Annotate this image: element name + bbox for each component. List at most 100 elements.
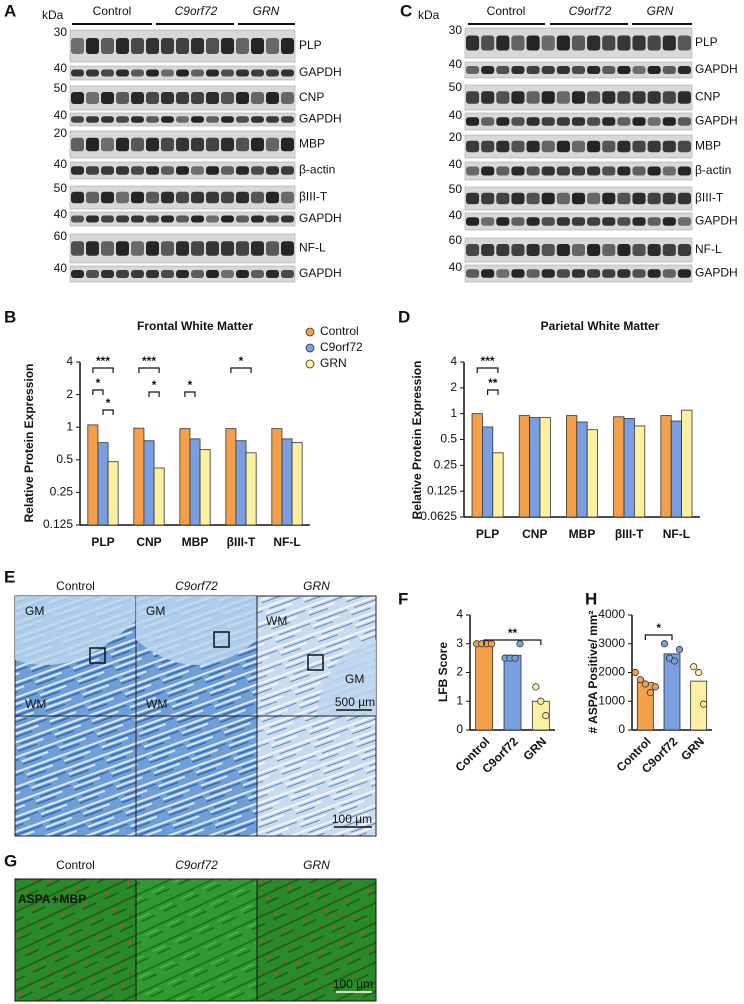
blot-band [647,35,661,51]
data-point [511,654,519,662]
significance-label: * [152,378,157,392]
blot-band [86,191,99,204]
blot-band [617,66,631,74]
bar [107,461,119,526]
blot-band [206,270,219,278]
blot-band [236,270,249,278]
blot-band [131,92,144,104]
data-point [695,668,703,677]
significance-bracket [230,367,252,373]
blot-band [281,270,294,278]
significance-bracket [92,367,114,373]
blot-band [662,244,676,256]
blot-band [146,92,159,104]
bar [539,417,551,518]
blot-band [662,117,676,126]
blot-band [221,116,234,123]
blot-band [632,166,646,176]
blot-band [86,92,99,104]
group-label: GRN [647,4,674,18]
marker-label: 40 [54,157,68,171]
blot-band [677,35,691,51]
blot-band [526,91,540,104]
panel-label: G [4,851,17,870]
bar [291,442,303,526]
scale-bar-label: 100 µm [332,812,372,826]
blot-band [131,38,144,54]
blot-band [161,38,174,54]
blot-band [466,166,480,176]
marker-label: 30 [449,23,463,37]
blot-band [236,69,249,77]
bar [623,418,635,518]
row-label: GAPDH [695,214,738,228]
blot-band [571,91,586,104]
significance-bracket [476,367,499,373]
blot-band [526,117,540,126]
blot-band [221,69,234,77]
blot-band [587,269,601,278]
blot-band [587,91,601,104]
region-label: WM [146,697,167,711]
bar [179,428,191,526]
row-label: NF-L [695,242,722,256]
blot-band [571,244,586,256]
bar [503,654,522,731]
data-point [631,668,639,677]
blot-band [617,269,631,278]
bar [586,429,598,518]
bar [225,428,237,526]
y-tick-label: 1 [456,693,463,707]
blot-band [541,269,555,278]
blot-band [251,215,264,223]
blot-band [266,92,279,104]
blot-band [86,38,99,54]
blot-band [236,215,249,223]
data-point [537,697,545,705]
region-label: WM [25,697,46,711]
blot-band [191,241,204,256]
blot-band [647,117,661,126]
blot-band [146,191,159,204]
blot-band [526,269,540,278]
x-tick-label: βIII-T [615,527,644,541]
blot-band [101,215,114,223]
blot-band [176,38,189,54]
blot-band [602,244,616,256]
gray-matter-region [316,640,376,716]
blot-band [191,270,204,278]
blot-band [206,38,219,54]
blot-band [71,215,84,223]
marker-label: 40 [449,108,463,122]
blot-band [602,166,616,176]
blot-band [281,38,294,54]
blot-band [86,166,99,175]
blot-band [176,191,189,204]
blot-band [221,38,234,54]
data-point [646,689,654,697]
significance-bracket [148,391,160,397]
row-label: GAPDH [299,112,342,126]
blot-band [571,66,586,74]
blot-band [511,192,525,205]
row-label: βIII-T [299,190,328,204]
blot-band [647,140,661,153]
y-tick-label: 0.25 [434,458,458,472]
column-label: C9orf72 [175,858,218,872]
blot-band [541,166,555,176]
blot-band [466,140,480,153]
chart-title: Frontal White Matter [137,319,253,333]
blot-band [266,137,279,152]
blot-band [466,117,480,126]
legend-marker [305,343,315,353]
blot-band [161,92,174,104]
blot-band [496,192,510,205]
blot-band [191,38,204,54]
blot-band [677,166,691,176]
marker-label: 20 [449,130,463,144]
blot-band [677,244,691,256]
blot-band [71,69,84,77]
blot-band [541,192,555,205]
marker-label: 40 [54,61,68,75]
